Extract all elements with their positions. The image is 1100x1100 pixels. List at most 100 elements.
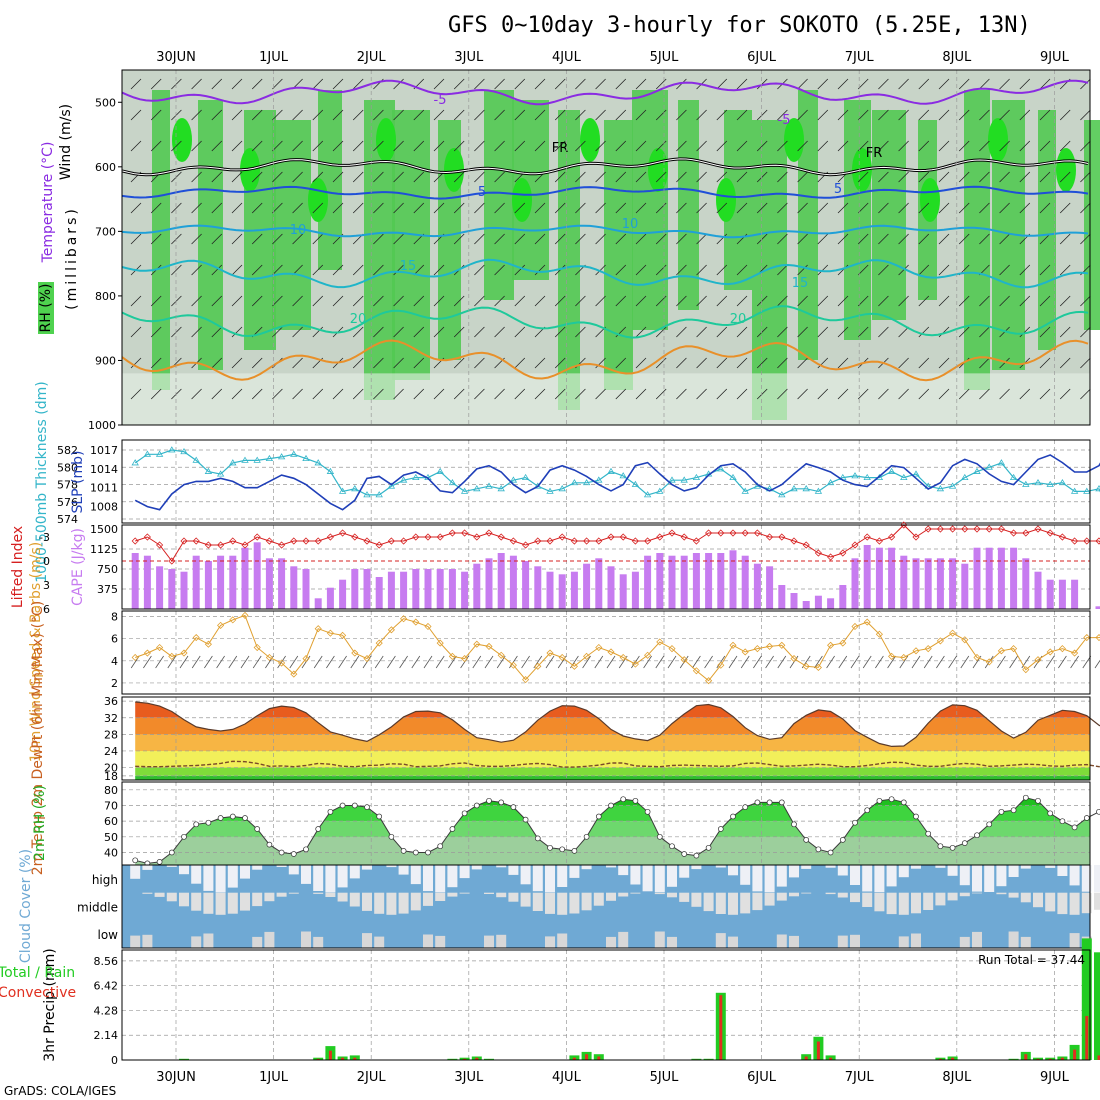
rh-point bbox=[669, 843, 675, 850]
wind-barb bbox=[130, 140, 142, 152]
cape-bar bbox=[900, 555, 908, 609]
thickness-point bbox=[351, 485, 359, 492]
wind-barb bbox=[736, 78, 748, 90]
rh-point bbox=[681, 851, 688, 857]
wind-barb bbox=[938, 202, 950, 214]
cloud-middle-cell bbox=[252, 892, 263, 907]
thickness-point bbox=[143, 450, 152, 457]
wind-point bbox=[583, 652, 591, 660]
wind-barb bbox=[474, 140, 485, 152]
wind-barb bbox=[655, 326, 667, 338]
wind-point bbox=[985, 658, 993, 666]
wind-barb-10m bbox=[606, 655, 616, 669]
thickness-point bbox=[387, 482, 396, 489]
cloud-high-cell bbox=[215, 865, 226, 893]
rh-point bbox=[986, 821, 993, 828]
wind-barb bbox=[292, 140, 303, 152]
wind-barb bbox=[231, 78, 243, 90]
cloud-high-cell bbox=[740, 865, 751, 885]
cloud-high-cell bbox=[728, 865, 738, 876]
wind-barb bbox=[898, 78, 909, 90]
wind-point bbox=[888, 652, 896, 660]
cloud-middle-cell bbox=[435, 892, 446, 901]
precip-conv-bar bbox=[353, 1057, 357, 1060]
wind-barb bbox=[292, 109, 303, 121]
wind-barb bbox=[1059, 171, 1071, 183]
cape-bar bbox=[741, 555, 749, 609]
wind-barb bbox=[272, 295, 283, 307]
thickness-point bbox=[619, 472, 627, 479]
cape-bar bbox=[1058, 579, 1066, 609]
cape-bar bbox=[509, 555, 517, 609]
wind-point bbox=[375, 639, 383, 647]
wind-barb bbox=[130, 233, 142, 245]
wind-barb bbox=[373, 357, 384, 369]
temperature-contour bbox=[121, 258, 1089, 289]
cloud-low-cell bbox=[959, 936, 970, 948]
cape-bar bbox=[143, 555, 151, 609]
wind-barb bbox=[777, 109, 788, 121]
wind-barb bbox=[130, 295, 142, 307]
cloud-high-cell bbox=[776, 865, 787, 887]
thickness-point bbox=[936, 485, 945, 492]
cape-bar bbox=[412, 569, 420, 609]
wind-barb bbox=[534, 140, 546, 152]
li-point bbox=[461, 529, 469, 537]
wind-barb bbox=[1039, 78, 1051, 90]
cloud-middle-cell bbox=[996, 892, 1007, 895]
wind-barb bbox=[373, 264, 384, 276]
wind-barb bbox=[272, 140, 283, 152]
wind-barb bbox=[878, 233, 889, 245]
rh-point bbox=[254, 826, 261, 832]
wind-barb bbox=[1039, 357, 1051, 369]
thickness-point bbox=[595, 476, 603, 483]
temp-tick-label: 32 bbox=[104, 712, 118, 725]
cloud-low-cell bbox=[728, 936, 738, 948]
wind-barb-10m bbox=[338, 655, 347, 669]
wind-barb bbox=[837, 388, 849, 400]
wind-barb bbox=[817, 78, 829, 90]
rh-point bbox=[1035, 797, 1041, 804]
wind-barb bbox=[837, 295, 849, 307]
wind-barb bbox=[191, 202, 202, 214]
rh-point bbox=[547, 844, 553, 851]
cloud-high-cell bbox=[386, 865, 397, 868]
cloud-low-cell bbox=[898, 936, 909, 948]
wind-barb bbox=[635, 171, 647, 183]
cloud-high-cell bbox=[947, 865, 958, 876]
wind-barb bbox=[251, 78, 263, 90]
wind-barb-10m bbox=[765, 655, 774, 669]
pressure-tick-label: 800 bbox=[95, 290, 116, 303]
cloud-high-cell bbox=[191, 865, 202, 884]
wind-barb-10m bbox=[399, 655, 408, 669]
cloud-high-cell bbox=[240, 865, 250, 879]
rh-point bbox=[705, 844, 712, 851]
wind-point bbox=[570, 662, 578, 670]
wind-barb-10m bbox=[875, 655, 884, 669]
rh-band bbox=[632, 90, 668, 330]
wind-barb bbox=[514, 202, 526, 214]
wind-barb bbox=[918, 233, 930, 245]
thickness-point bbox=[168, 446, 176, 453]
wind-barb bbox=[312, 78, 324, 90]
top-date-axis: 30JUN 1JUL 2JUL 3JUL 4JUL 5JUL 6JUL 7JUL 8JUL 9JU… bbox=[156, 50, 1069, 65]
pressure-tick-label: 700 bbox=[95, 225, 116, 238]
cloud-middle-cell bbox=[142, 892, 153, 894]
wind-point bbox=[448, 652, 456, 660]
wind-barb bbox=[857, 109, 869, 121]
rh-point bbox=[351, 802, 358, 809]
li-point bbox=[314, 537, 322, 545]
wind-barb bbox=[615, 140, 627, 152]
wind-barb bbox=[716, 264, 728, 276]
wind-barb bbox=[918, 78, 930, 90]
wind-barb bbox=[575, 388, 586, 400]
cape-bar bbox=[424, 569, 432, 609]
cape-bar bbox=[839, 585, 847, 609]
li-point bbox=[814, 549, 822, 557]
rh-legend-swatch bbox=[38, 282, 54, 334]
cloud-middle-cell bbox=[801, 892, 812, 894]
wind-barb bbox=[211, 140, 223, 152]
thickness-point bbox=[546, 487, 554, 494]
li-point bbox=[1034, 525, 1042, 533]
wind-barb-10m bbox=[472, 655, 482, 669]
